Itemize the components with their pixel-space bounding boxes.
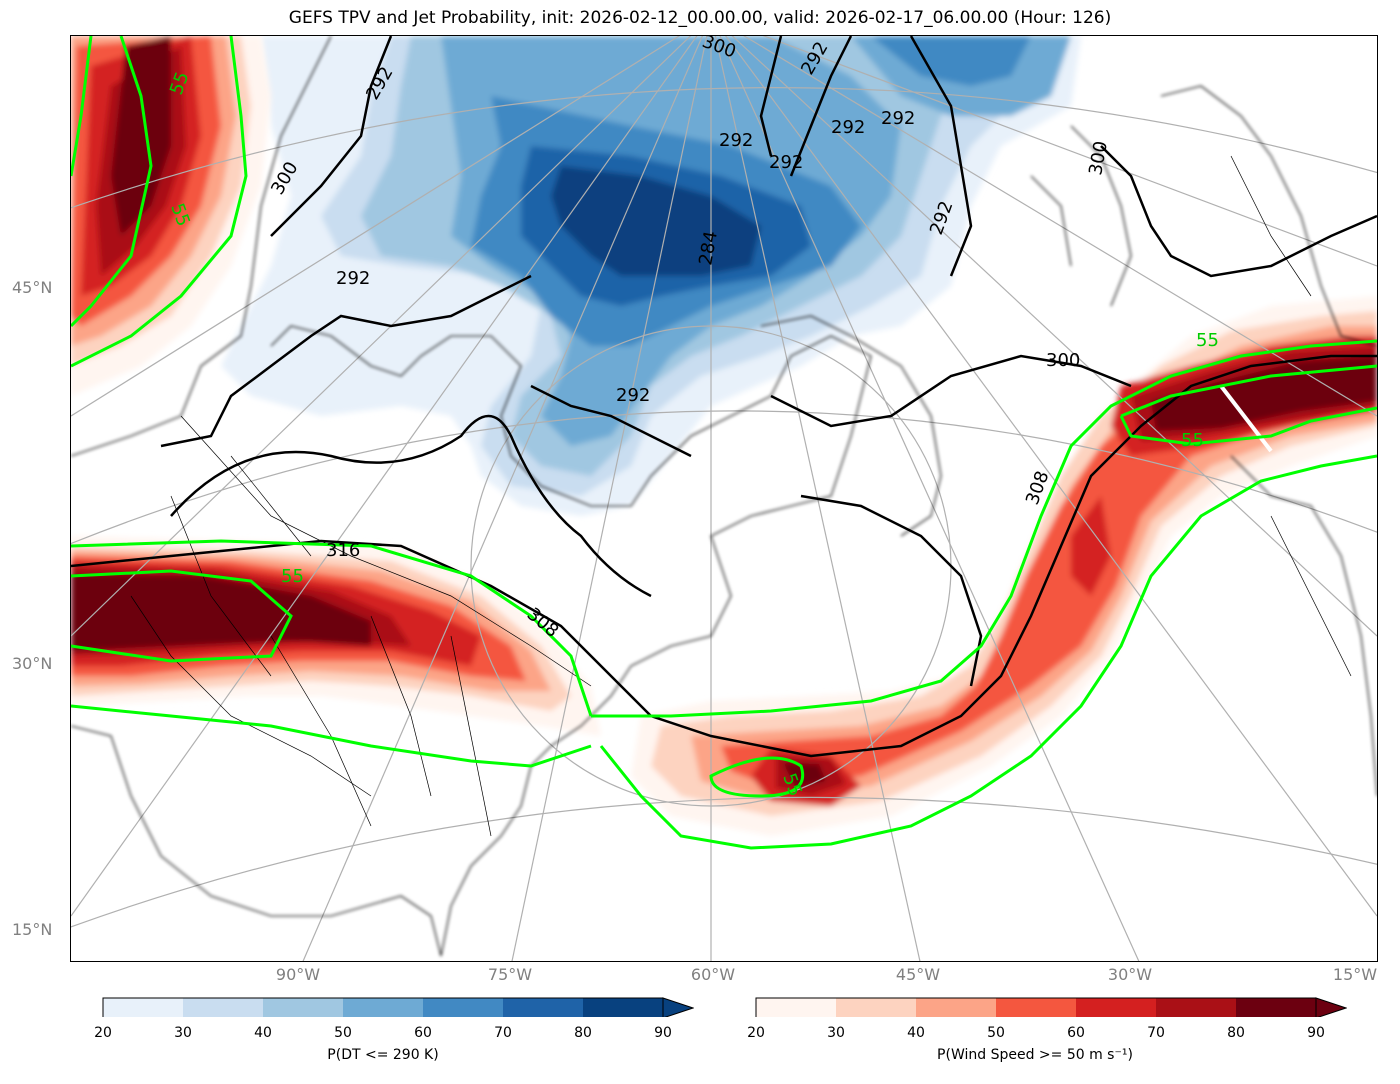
- dt-colorbar-segment: [263, 998, 343, 1017]
- theta-contour-label: 292: [336, 268, 370, 289]
- dt-colorbar-extend-arrow: [662, 997, 694, 1017]
- lat-label-30n: 30°N: [12, 654, 53, 673]
- wind-tick: 20: [747, 1025, 765, 1041]
- wind-colorbar-segment: [1076, 998, 1156, 1017]
- dt-colorbar-segment: [343, 998, 423, 1017]
- wind-tick: 30: [827, 1025, 845, 1041]
- dt-colorbar-segment: [183, 998, 263, 1017]
- theta-contour-label: 308: [1022, 468, 1053, 507]
- coastlines: [71, 36, 1377, 957]
- wind-colorbar-segment: [1156, 998, 1236, 1017]
- data-gap-streak: [1219, 384, 1273, 453]
- lon-label-75w: 75°W: [487, 965, 533, 984]
- wind-colorbar-extend-arrow: [1315, 997, 1347, 1017]
- lat-label-15n: 15°N: [12, 920, 53, 939]
- dt-colorbar-segment: [423, 998, 503, 1017]
- jet-55-contours: [71, 36, 1377, 850]
- wind-tick: 40: [907, 1025, 925, 1041]
- wind-colorbar-frame: [755, 997, 1317, 1017]
- dt-tick: 30: [174, 1025, 192, 1041]
- dt-colorbar-frame: [102, 997, 664, 1017]
- dt-colorbar-segment: [103, 998, 183, 1017]
- lon-label-45w: 45°W: [895, 965, 941, 984]
- theta-contour-label: 292: [616, 385, 650, 406]
- wind-tick: 90: [1307, 1025, 1325, 1041]
- lon-label-15w: 15°W: [1332, 965, 1378, 984]
- theta-contour-label: 292: [769, 152, 803, 173]
- dt-colorbar-segment: [503, 998, 583, 1017]
- lon-label-30w: 30°W: [1107, 965, 1153, 984]
- dt-tick: 60: [414, 1025, 432, 1041]
- wind-tick: 70: [1147, 1025, 1165, 1041]
- lon-label-60w: 60°W: [690, 965, 736, 984]
- wind-colorbar: [755, 997, 1347, 1017]
- dt-tick: 70: [494, 1025, 512, 1041]
- wind-probability-field: [71, 36, 1377, 836]
- dt-colorbar-label: P(DT <= 290 K): [327, 1047, 439, 1063]
- dt-probability-field: [221, 36, 1081, 516]
- wind-tick: 60: [1067, 1025, 1085, 1041]
- map-canvas: 55 55 55 55 55 55 292 292 292 292 292 29…: [71, 36, 1377, 961]
- theta-contour-label: 292: [881, 108, 915, 129]
- theta-contour-label: 300: [1085, 139, 1112, 176]
- wind-tick: 80: [1227, 1025, 1245, 1041]
- chart-title: GEFS TPV and Jet Probability, init: 2026…: [288, 8, 1112, 28]
- map-panel: 55 55 55 55 55 55 292 292 292 292 292 29…: [70, 35, 1378, 962]
- lon-label-90w: 90°W: [275, 965, 321, 984]
- dt-tick: 50: [334, 1025, 352, 1041]
- wind-tick: 50: [987, 1025, 1005, 1041]
- dt-colorbar: [102, 997, 694, 1017]
- green-contour-label: 55: [1196, 330, 1219, 351]
- wind-colorbar-segment: [996, 998, 1076, 1017]
- dt-tick: 80: [574, 1025, 592, 1041]
- dt-tick: 20: [94, 1025, 112, 1041]
- political-borders: [130, 155, 1352, 837]
- dt-colorbar-segment: [583, 998, 663, 1017]
- theta-contour-label: 292: [719, 130, 753, 151]
- theta-contour-label: 316: [326, 540, 360, 561]
- theta-contour-label: 300: [1046, 350, 1080, 371]
- dt-tick: 90: [654, 1025, 672, 1041]
- dt-tick: 40: [254, 1025, 272, 1041]
- green-contour-label: 55: [281, 566, 304, 587]
- wind-colorbar-label: P(Wind Speed >= 50 m s⁻¹): [937, 1047, 1133, 1063]
- theta-contours: [71, 36, 1377, 758]
- wind-colorbar-segment: [916, 998, 996, 1017]
- wind-colorbar-segment: [756, 998, 836, 1017]
- theta-contour-label: 292: [831, 117, 865, 138]
- lat-label-45n: 45°N: [12, 278, 53, 297]
- green-contour-label: 55: [1181, 430, 1204, 451]
- wind-colorbar-segment: [836, 998, 916, 1017]
- wind-colorbar-segment: [1236, 998, 1316, 1017]
